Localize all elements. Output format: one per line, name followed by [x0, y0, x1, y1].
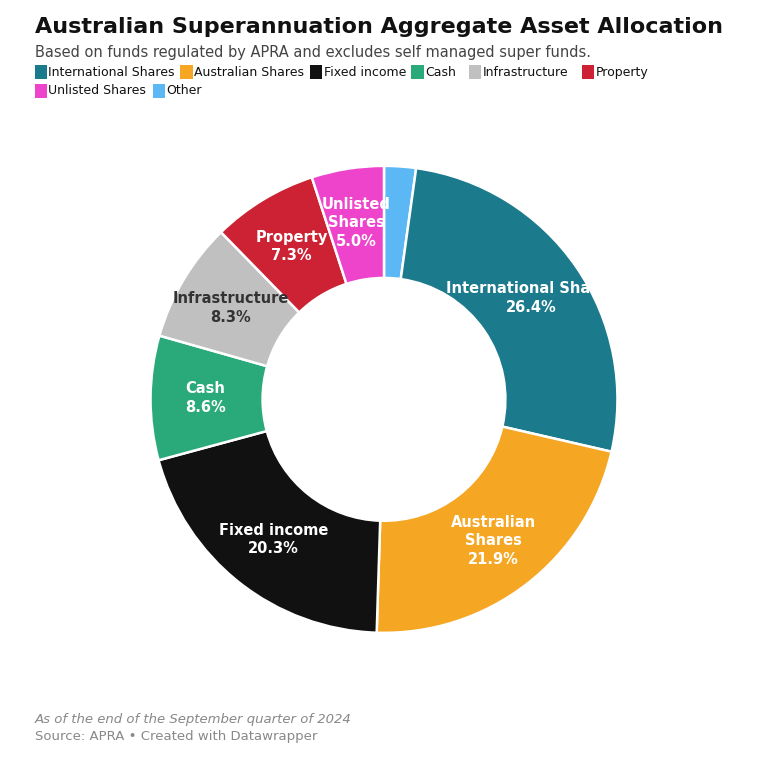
Text: Based on funds regulated by APRA and excludes self managed super funds.: Based on funds regulated by APRA and exc…	[35, 45, 591, 60]
Text: Unlisted
Shares
5.0%: Unlisted Shares 5.0%	[322, 197, 390, 249]
Wedge shape	[401, 168, 617, 452]
Text: Australian Shares: Australian Shares	[194, 66, 304, 78]
Wedge shape	[312, 166, 384, 284]
Wedge shape	[384, 166, 416, 279]
Text: Cash
8.6%: Cash 8.6%	[185, 382, 226, 415]
Wedge shape	[160, 232, 300, 366]
Text: International Shares
26.4%: International Shares 26.4%	[446, 281, 616, 315]
Text: Australian Superannuation Aggregate Asset Allocation: Australian Superannuation Aggregate Asse…	[35, 17, 723, 37]
Text: Australian
Shares
21.9%: Australian Shares 21.9%	[451, 515, 535, 567]
Wedge shape	[159, 431, 380, 633]
Text: As of the end of the September quarter of 2024: As of the end of the September quarter o…	[35, 713, 351, 726]
Text: Property: Property	[595, 66, 648, 78]
Text: Source: APRA • Created with Datawrapper: Source: APRA • Created with Datawrapper	[35, 730, 317, 743]
Text: Infrastructure
8.3%: Infrastructure 8.3%	[172, 291, 289, 325]
Wedge shape	[151, 336, 267, 460]
Text: Other: Other	[167, 84, 202, 97]
Text: Cash: Cash	[425, 66, 456, 78]
Text: Fixed income: Fixed income	[323, 66, 406, 78]
Text: International Shares: International Shares	[48, 66, 175, 78]
Text: Fixed income
20.3%: Fixed income 20.3%	[219, 523, 328, 556]
Wedge shape	[221, 177, 346, 313]
Wedge shape	[376, 426, 611, 633]
Text: Infrastructure: Infrastructure	[483, 66, 568, 78]
Text: Unlisted Shares: Unlisted Shares	[48, 84, 146, 97]
Text: Property
7.3%: Property 7.3%	[256, 230, 328, 263]
